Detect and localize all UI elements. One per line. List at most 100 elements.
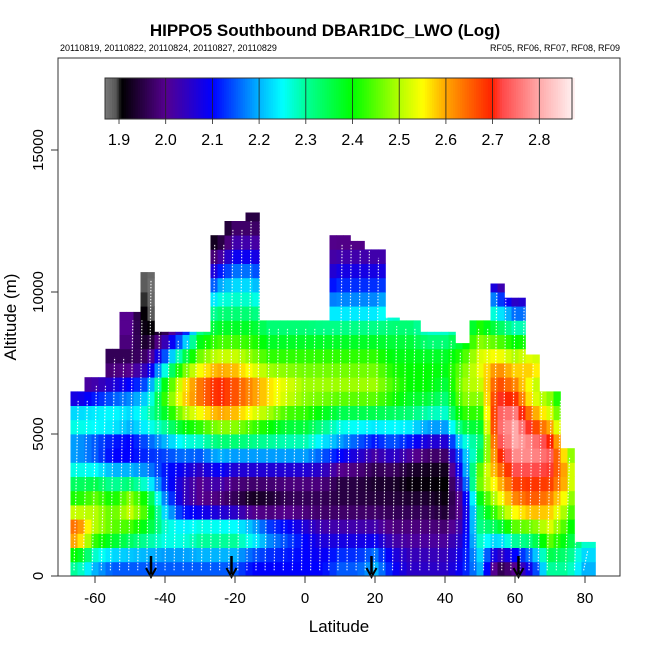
heatmap-cell bbox=[399, 320, 407, 335]
heatmap-cell bbox=[140, 377, 148, 392]
heatmap-cell bbox=[553, 391, 561, 406]
heatmap-cell bbox=[84, 377, 92, 392]
heatmap-cell bbox=[490, 561, 498, 577]
heatmap-cell bbox=[161, 331, 169, 335]
heatmap-cell bbox=[287, 320, 295, 335]
heatmap-cell bbox=[280, 334, 288, 350]
heatmap-cell bbox=[350, 547, 358, 563]
heatmap-cell bbox=[455, 561, 463, 577]
heatmap-cell bbox=[217, 249, 225, 264]
colorbar-segment bbox=[191, 78, 195, 119]
flight-track-line bbox=[546, 399, 552, 571]
heatmap-cell bbox=[203, 334, 211, 350]
heatmap-cell bbox=[77, 448, 85, 463]
heatmap-cell bbox=[546, 405, 554, 421]
heatmap-cell bbox=[182, 448, 190, 463]
heatmap-cell bbox=[245, 363, 253, 378]
heatmap-cell bbox=[371, 434, 379, 449]
heatmap-cell bbox=[497, 434, 505, 449]
heatmap-cell bbox=[203, 505, 211, 520]
heatmap-cell bbox=[231, 320, 239, 335]
heatmap-cell bbox=[469, 476, 477, 492]
colorbar-segment bbox=[406, 78, 410, 119]
heatmap-cell bbox=[196, 476, 204, 492]
colorbar-segment bbox=[455, 78, 459, 119]
heatmap-cell bbox=[119, 547, 127, 563]
colorbar-segment bbox=[228, 78, 232, 119]
colorbar-segment bbox=[396, 78, 400, 119]
heatmap-cell bbox=[210, 320, 218, 335]
colorbar-segment bbox=[142, 78, 146, 119]
heatmap-cell bbox=[210, 405, 218, 421]
heatmap-cell bbox=[133, 320, 141, 335]
heatmap-cell bbox=[497, 462, 505, 477]
heatmap-cell bbox=[413, 320, 421, 335]
x-axis-label: Latitude bbox=[309, 617, 370, 636]
heatmap-cell bbox=[98, 377, 106, 392]
heatmap-cell bbox=[560, 490, 568, 506]
heatmap-cell bbox=[308, 320, 316, 335]
colorbar-segment bbox=[207, 78, 211, 119]
heatmap-cell bbox=[322, 320, 330, 335]
heatmap-cell bbox=[511, 434, 519, 449]
heatmap-cell bbox=[441, 377, 449, 392]
heatmap-cell bbox=[483, 419, 491, 435]
heatmap-cell bbox=[252, 377, 260, 392]
heatmap-cell bbox=[210, 490, 218, 506]
heatmap-cell bbox=[469, 490, 477, 506]
colorbar-segment bbox=[128, 78, 132, 119]
heatmap-cell bbox=[539, 490, 547, 506]
heatmap-cell bbox=[350, 476, 358, 492]
heatmap-cell bbox=[434, 391, 442, 406]
heatmap-cell bbox=[357, 561, 365, 577]
heatmap-cell bbox=[119, 519, 127, 534]
colorbar-segment bbox=[198, 78, 202, 119]
heatmap-cell bbox=[147, 272, 155, 279]
heatmap-cell bbox=[294, 462, 302, 477]
heatmap-cell bbox=[301, 419, 309, 435]
heatmap-cell bbox=[511, 306, 519, 321]
heatmap-cell bbox=[518, 306, 526, 321]
heatmap-cell bbox=[273, 490, 281, 506]
heatmap-cell bbox=[455, 490, 463, 506]
heatmap-cell bbox=[224, 277, 232, 293]
heatmap-cell bbox=[532, 462, 540, 477]
heatmap-cell bbox=[119, 476, 127, 492]
heatmap-cell bbox=[490, 363, 498, 378]
heatmap-cell bbox=[329, 533, 337, 548]
heatmap-cell bbox=[84, 561, 92, 577]
colorbar-segment bbox=[168, 78, 171, 119]
heatmap-cell bbox=[91, 505, 99, 520]
heatmap-cell bbox=[441, 419, 449, 435]
heatmap-cell bbox=[245, 448, 253, 463]
heatmap-cell bbox=[434, 533, 442, 548]
colorbar-segment bbox=[254, 78, 258, 119]
heatmap-cell bbox=[147, 419, 155, 435]
heatmap-cell bbox=[259, 505, 267, 520]
colorbar-segment bbox=[562, 78, 566, 119]
heatmap-cell bbox=[252, 533, 260, 548]
heatmap-cell bbox=[238, 462, 246, 477]
heatmap-cell bbox=[322, 547, 330, 563]
heatmap-cell bbox=[441, 363, 449, 378]
heatmap-cell bbox=[525, 377, 533, 392]
heatmap-cell bbox=[427, 391, 435, 406]
colorbar-segment bbox=[389, 78, 393, 119]
flight-track-line bbox=[118, 357, 125, 571]
heatmap-cell bbox=[406, 547, 414, 563]
chart-subtitle-flights: RF05, RF06, RF07, RF08, RF09 bbox=[490, 43, 620, 53]
heatmap-cell bbox=[287, 462, 295, 477]
heatmap-cell bbox=[203, 434, 211, 449]
heatmap-cell bbox=[532, 448, 540, 463]
heatmap-cell bbox=[385, 561, 393, 577]
colorbar-segment bbox=[135, 78, 139, 119]
heatmap-cell bbox=[532, 405, 540, 421]
heatmap-cell bbox=[91, 377, 99, 392]
heatmap-cell bbox=[469, 377, 477, 392]
colorbar-segment bbox=[548, 78, 552, 119]
heatmap-cell bbox=[448, 561, 456, 577]
colorbar-segment bbox=[490, 78, 494, 119]
heatmap-cell bbox=[336, 533, 344, 548]
heatmap-cell bbox=[560, 448, 568, 463]
heatmap-cell bbox=[126, 348, 134, 364]
